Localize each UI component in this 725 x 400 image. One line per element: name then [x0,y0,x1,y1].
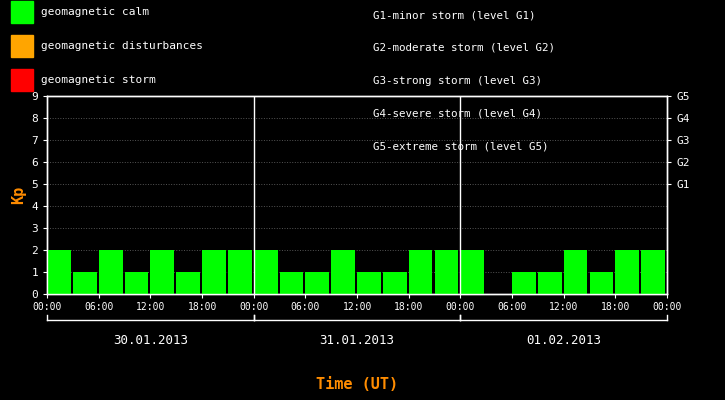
Y-axis label: Kp: Kp [11,186,26,204]
Bar [357,272,381,294]
Bar [641,250,665,294]
Bar [305,272,329,294]
Bar [616,250,639,294]
Bar [125,272,149,294]
Text: geomagnetic calm: geomagnetic calm [41,7,149,17]
Bar [331,250,355,294]
Bar [280,272,303,294]
Bar [409,250,433,294]
Bar [512,272,536,294]
Bar [176,272,200,294]
Bar [99,250,123,294]
Text: G1-minor storm (level G1): G1-minor storm (level G1) [373,10,536,20]
Bar [589,272,613,294]
Text: G2-moderate storm (level G2): G2-moderate storm (level G2) [373,43,555,53]
Text: 30.01.2013: 30.01.2013 [113,334,188,346]
Bar [538,272,562,294]
Bar [151,250,174,294]
Bar [564,250,587,294]
Bar [383,272,407,294]
Text: G4-severe storm (level G4): G4-severe storm (level G4) [373,108,542,118]
Text: geomagnetic storm: geomagnetic storm [41,75,156,85]
Text: 01.02.2013: 01.02.2013 [526,334,601,346]
Bar [228,250,252,294]
Bar [47,250,71,294]
Bar [73,272,96,294]
Text: Time (UT): Time (UT) [316,377,398,392]
Bar [434,250,458,294]
Bar [254,250,278,294]
Text: geomagnetic disturbances: geomagnetic disturbances [41,41,203,51]
Text: G3-strong storm (level G3): G3-strong storm (level G3) [373,76,542,86]
Text: 31.01.2013: 31.01.2013 [320,334,394,346]
Bar [460,250,484,294]
Bar [202,250,226,294]
Text: G5-extreme storm (level G5): G5-extreme storm (level G5) [373,141,549,151]
